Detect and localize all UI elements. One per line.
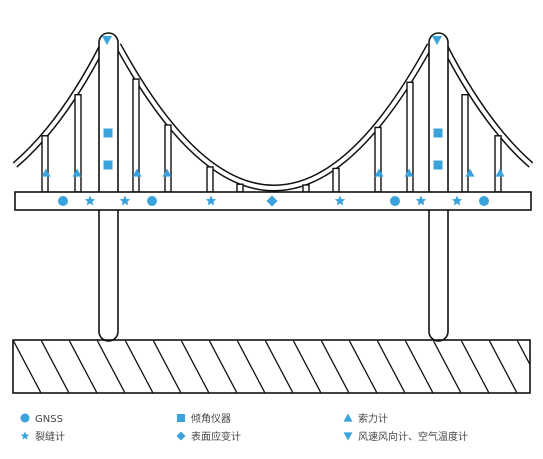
hanger: [494, 135, 502, 193]
sensors: [41, 36, 505, 207]
crack-icon: [205, 195, 217, 206]
legend-label: 裂缝计: [35, 430, 65, 443]
gnss-icon: [479, 196, 489, 206]
crack-icon: [334, 195, 346, 206]
cable: [440, 43, 534, 168]
cable-force-icon: [374, 168, 384, 177]
crack-icon: [20, 431, 30, 440]
crack-icon: [451, 195, 463, 206]
legend-item: 表面应变计: [176, 430, 241, 443]
cable-force-icon: [41, 168, 51, 177]
crack-icon: [415, 195, 427, 206]
legend-item: 裂缝计: [20, 430, 65, 443]
legend-item: 倾角仪器: [177, 412, 231, 425]
cable-inner: [13, 44, 105, 167]
cable-force-icon: [404, 168, 414, 177]
inclinometer-icon: [433, 160, 443, 170]
hanger: [164, 124, 172, 193]
wind-icon: [343, 432, 353, 441]
cable-inner: [442, 44, 533, 167]
hanger: [206, 166, 214, 193]
tower: [98, 32, 119, 342]
cable-force-icon: [132, 168, 142, 177]
cable-force-icon: [162, 168, 172, 177]
legend-label: 风速风向计、空气温度计: [358, 430, 468, 443]
gnss-icon: [58, 196, 68, 206]
legend-label: 索力计: [358, 412, 388, 425]
hanger: [236, 183, 244, 193]
legend-item: 索力计: [343, 412, 388, 425]
inclinometer-icon: [103, 128, 113, 138]
gnss-icon: [147, 196, 157, 206]
legend-label: 倾角仪器: [191, 412, 231, 425]
wind-icon: [102, 36, 112, 45]
inclinometer-icon: [177, 414, 185, 422]
legend-item: GNSS: [20, 413, 63, 425]
cable-force-icon: [495, 168, 505, 177]
cable-force-icon: [465, 168, 475, 177]
cable-force-icon: [72, 168, 82, 177]
strain-icon: [266, 195, 278, 207]
strain-icon: [176, 431, 186, 441]
ground: [12, 339, 531, 394]
cable: [12, 43, 107, 168]
crack-icon: [84, 195, 96, 206]
cables: [12, 43, 534, 192]
gnss-icon: [390, 196, 400, 206]
legend-label: 表面应变计: [191, 430, 241, 443]
tower: [428, 32, 449, 342]
inclinometer-icon: [433, 128, 443, 138]
wind-icon: [432, 36, 442, 45]
hanger: [374, 126, 382, 193]
cable-force-icon: [343, 413, 353, 422]
hanger: [302, 184, 310, 193]
hanger: [461, 93, 469, 193]
inclinometer-icon: [103, 160, 113, 170]
legend-item: 风速风向计、空气温度计: [343, 430, 468, 443]
cable-inner: [116, 44, 432, 190]
gnss-icon: [20, 413, 30, 423]
crack-icon: [119, 195, 131, 206]
hanger: [332, 167, 340, 193]
hanger: [41, 135, 49, 193]
hanger: [74, 93, 82, 193]
legend-label: GNSS: [35, 414, 63, 425]
